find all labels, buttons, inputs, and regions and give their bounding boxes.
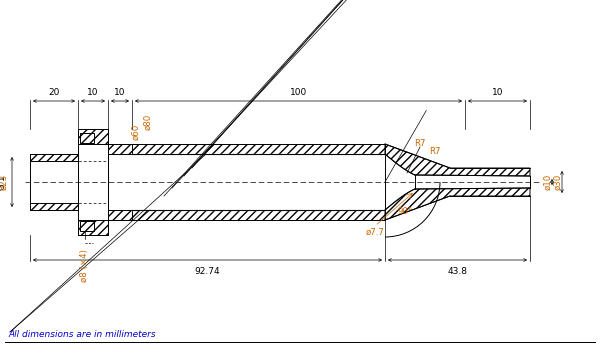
Text: ø23: ø23: [0, 174, 8, 190]
Text: All dimensions are in millimeters: All dimensions are in millimeters: [8, 330, 155, 339]
Text: G 1': G 1': [0, 174, 7, 190]
Bar: [78, 129, 108, 144]
Text: 43.8: 43.8: [448, 267, 467, 276]
Text: ø60: ø60: [131, 124, 140, 140]
Text: R7: R7: [429, 148, 441, 157]
Bar: [30, 154, 78, 210]
Bar: [30, 154, 78, 161]
Text: 10: 10: [492, 88, 503, 97]
Text: 10: 10: [87, 88, 99, 97]
Text: 100: 100: [290, 88, 307, 97]
Text: 90°: 90°: [397, 207, 413, 216]
Bar: [108, 144, 385, 154]
Bar: [108, 144, 385, 220]
Bar: [78, 220, 108, 235]
Bar: [108, 210, 385, 220]
Polygon shape: [385, 144, 530, 176]
Bar: [80, 133, 94, 143]
Bar: [78, 129, 108, 235]
Text: ø10: ø10: [544, 174, 553, 190]
Text: ø30: ø30: [554, 174, 563, 190]
Text: 10: 10: [114, 88, 126, 97]
Text: 92.74: 92.74: [194, 267, 220, 276]
Polygon shape: [385, 188, 530, 220]
Text: R7: R7: [414, 139, 426, 148]
Text: ø8 (×4): ø8 (×4): [80, 249, 89, 282]
Bar: [80, 221, 94, 231]
Text: ø7.7: ø7.7: [365, 228, 385, 237]
Text: 20: 20: [49, 88, 59, 97]
Bar: [30, 203, 78, 210]
Text: ø80: ø80: [143, 114, 152, 130]
